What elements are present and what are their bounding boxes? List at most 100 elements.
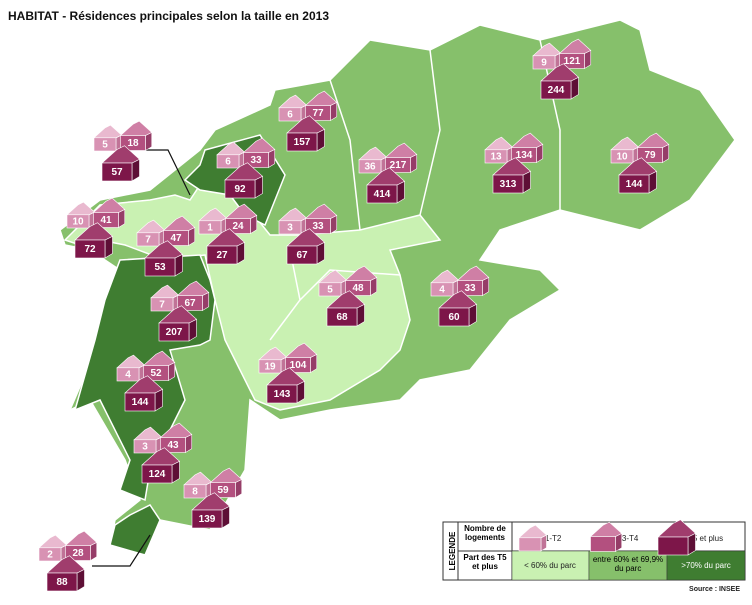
source: Source : INSEE [689,586,740,593]
house: 8 [183,471,213,499]
house: 28 [64,530,98,562]
commune: 8 59 139 [183,467,243,529]
house: 3 [278,207,308,235]
house-count: 3 [142,441,148,452]
house-count: 52 [150,368,162,379]
commune: 5 48 68 [318,265,378,327]
legend-t5: T5 et plus [688,534,723,543]
house-count: 10 [616,151,628,162]
legend-swatch [588,550,668,581]
house-count: 72 [84,244,96,255]
legend-high: >70% du parc [681,561,731,570]
house-count: 18 [127,138,139,149]
house: 57 [101,145,141,182]
house-front [216,154,240,169]
house-count: 36 [364,161,376,172]
house: 9 [532,42,562,70]
house: 41 [92,197,126,229]
house-front [206,245,238,265]
house: 121 [558,38,592,70]
house-front [305,218,331,234]
house-count: 33 [464,283,476,294]
house-front [610,149,634,164]
house: 72 [74,222,114,259]
house-count: 77 [312,108,324,119]
house-front [243,152,269,168]
house: 27 [206,228,246,265]
house: 53 [144,240,184,277]
house: 88 [46,555,86,592]
commune: 6 33 92 [216,137,276,199]
house-front [559,53,585,69]
house-count: 9 [541,57,547,68]
house-count: 47 [170,233,182,244]
house-front [46,572,78,592]
house-count: 68 [336,312,348,323]
house-count: 4 [125,369,131,380]
house: 217 [384,142,418,174]
house-count: 143 [274,389,291,400]
house-count: 3 [287,222,293,233]
house-count: 60 [448,312,460,323]
house: 313 [492,157,532,194]
house-front [258,359,282,374]
commune: 6 77 157 [278,90,338,152]
house-front [101,162,133,182]
house-front [225,218,251,234]
commune: 10 79 144 [610,132,670,194]
house-front [136,232,160,247]
house: 18 [119,120,153,152]
house-front [163,230,189,246]
house-front [160,437,186,453]
house-count: 19 [264,361,276,372]
house-front [532,55,556,70]
house-front [74,239,106,259]
house: 144 [618,157,658,194]
commune: 36 217 414 [358,142,418,204]
house-count: 121 [564,56,581,67]
commune: 7 67 207 [150,280,210,342]
house-count: 33 [250,155,262,166]
house-front [305,105,331,121]
house-front [590,536,616,552]
border [539,39,561,210]
house-front [191,509,223,529]
house: 104 [284,342,318,374]
house-count: 6 [287,109,293,120]
house-count: 157 [294,137,311,148]
house-front [66,214,90,229]
legend-swatch [666,550,746,581]
house-front [93,212,119,228]
house-count: 134 [516,150,533,161]
house-front [116,367,140,382]
house-count: 88 [56,577,68,588]
house-front [285,357,311,373]
house: 48 [344,265,378,297]
house-count: 313 [500,179,517,190]
house-roof [38,534,68,549]
house-count: 139 [199,514,216,525]
house-count: 24 [232,221,244,232]
house-front [158,322,190,342]
house-count: 217 [390,160,407,171]
house: 13 [484,136,514,164]
house: 7 [136,219,166,247]
house-roof [64,530,98,546]
house-count: 41 [100,215,112,226]
house-count: 144 [626,179,643,190]
commune: 10 41 72 [66,197,126,259]
legend-heading: LEGENDE [448,531,457,570]
commune: 9 121 244 [532,38,592,100]
commune: 3 43 124 [133,422,193,484]
house: 6 [278,94,308,122]
house: 59 [209,467,243,499]
legend-count-label: Nombre de logements [464,524,506,542]
house-count: 28 [72,548,84,559]
house-front [358,159,382,174]
commune: 19 104 143 [258,342,318,404]
zone-high [109,504,161,556]
house-front [141,464,173,484]
house-count: 67 [296,250,308,261]
